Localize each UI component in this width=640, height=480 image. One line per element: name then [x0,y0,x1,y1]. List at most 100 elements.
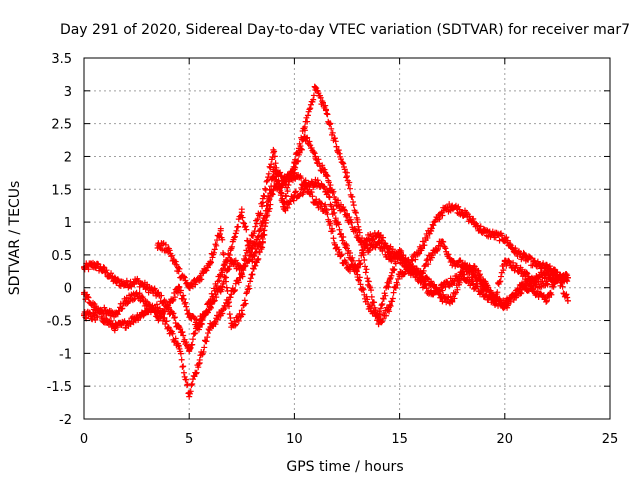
data-point-track-d [309,193,316,200]
y-tick-label: -0.5 [47,315,72,330]
data-point-track-c [424,256,431,263]
data-point-track-c [277,183,284,190]
data-point-track-a [416,250,423,257]
data-point-track-b [301,123,308,130]
data-point-track-a [111,274,118,281]
data-point-track-a [192,330,199,337]
y-tick-label: -1.5 [47,380,72,395]
data-point-track-c [375,314,382,321]
data-point-track-c [260,192,267,199]
data-point-track-b [442,284,449,291]
y-tick-label: 0 [64,282,72,297]
data-point-track-c [284,204,291,211]
data-point-track-d [322,201,329,208]
data-point-track-d [329,228,336,235]
data-point-track-a [436,215,443,222]
data-point-track-a [430,222,437,229]
data-point-track-d [207,258,214,265]
data-point-track-d [213,242,220,249]
data-point-track-b [304,118,311,125]
data-point-track-d [354,265,361,272]
data-point-track-b [257,225,264,232]
data-point-track-b [346,179,353,186]
data-point-track-d [224,288,231,295]
data-point-track-d [522,271,529,278]
data-point-track-c [379,300,386,307]
data-point-track-c [267,164,274,171]
data-point-track-c [497,297,504,304]
data-point-track-b [375,320,382,327]
data-point-track-b [317,94,324,101]
data-point-track-c [292,189,299,196]
data-point-track-b [333,143,340,150]
data-point-track-a [330,188,337,195]
data-point-track-b [133,314,140,321]
data-point-track-b [389,298,396,305]
data-point-track-d [496,279,503,286]
data-point-track-b [102,317,109,324]
data-point-track-d [247,278,254,285]
data-point-track-b [259,219,266,226]
data-point-track-c [268,161,275,168]
data-point-track-d [308,189,315,196]
data-point-track-c [390,267,397,274]
data-point-track-b [295,149,302,156]
data-point-track-a [298,146,305,153]
data-point-track-d [505,257,512,264]
data-point-track-c [322,186,329,193]
data-point-track-b [112,324,119,331]
data-point-track-c [301,186,308,193]
data-point-track-d [359,246,366,253]
data-point-track-a [323,172,330,179]
data-point-track-a [179,329,186,336]
data-point-track-b [378,319,385,326]
data-point-track-d [438,294,445,301]
data-point-track-d [533,291,540,298]
data-point-track-a [154,291,161,298]
data-point-track-a [409,257,416,264]
data-point-track-d [262,220,269,227]
data-point-track-a [228,245,235,252]
data-point-track-c [536,272,543,279]
data-point-track-c [449,258,456,265]
data-point-track-d [220,251,227,258]
data-point-track-c [438,238,445,245]
data-point-track-b [292,156,299,163]
data-point-track-b [350,202,357,209]
data-point-track-b [84,293,91,300]
data-point-track-a [353,228,360,235]
data-point-track-c [152,309,159,316]
data-point-track-d [232,321,239,328]
data-point-track-b [322,107,329,114]
data-point-track-b [203,338,210,345]
data-point-track-c [254,216,261,223]
data-point-track-a [417,245,424,252]
x-tick-label: 0 [80,432,88,447]
data-point-track-c [275,177,282,184]
data-point-track-d [268,183,275,190]
data-point-track-d [512,265,519,272]
data-point-track-b [324,111,331,118]
data-point-track-d [543,298,550,305]
data-point-track-a [504,237,511,244]
data-point-track-c [123,297,130,304]
data-point-track-b [449,278,456,285]
data-point-track-a [123,277,130,284]
data-point-track-a [521,251,528,258]
data-point-track-b [193,369,200,376]
data-point-track-b [214,316,221,323]
data-point-track-c [347,249,354,256]
data-point-track-b [306,106,313,113]
data-point-track-a [232,233,239,240]
data-point-track-d [333,245,340,252]
data-point-track-c [291,192,298,199]
data-point-track-d [435,290,442,297]
data-point-track-c [292,188,299,195]
data-point-track-d [298,175,305,182]
data-point-track-d [263,213,270,220]
data-point-track-c [262,187,269,194]
data-point-track-c [244,249,251,256]
data-point-track-d [467,264,474,271]
data-point-track-d [243,290,250,297]
data-point-track-d [323,207,330,214]
